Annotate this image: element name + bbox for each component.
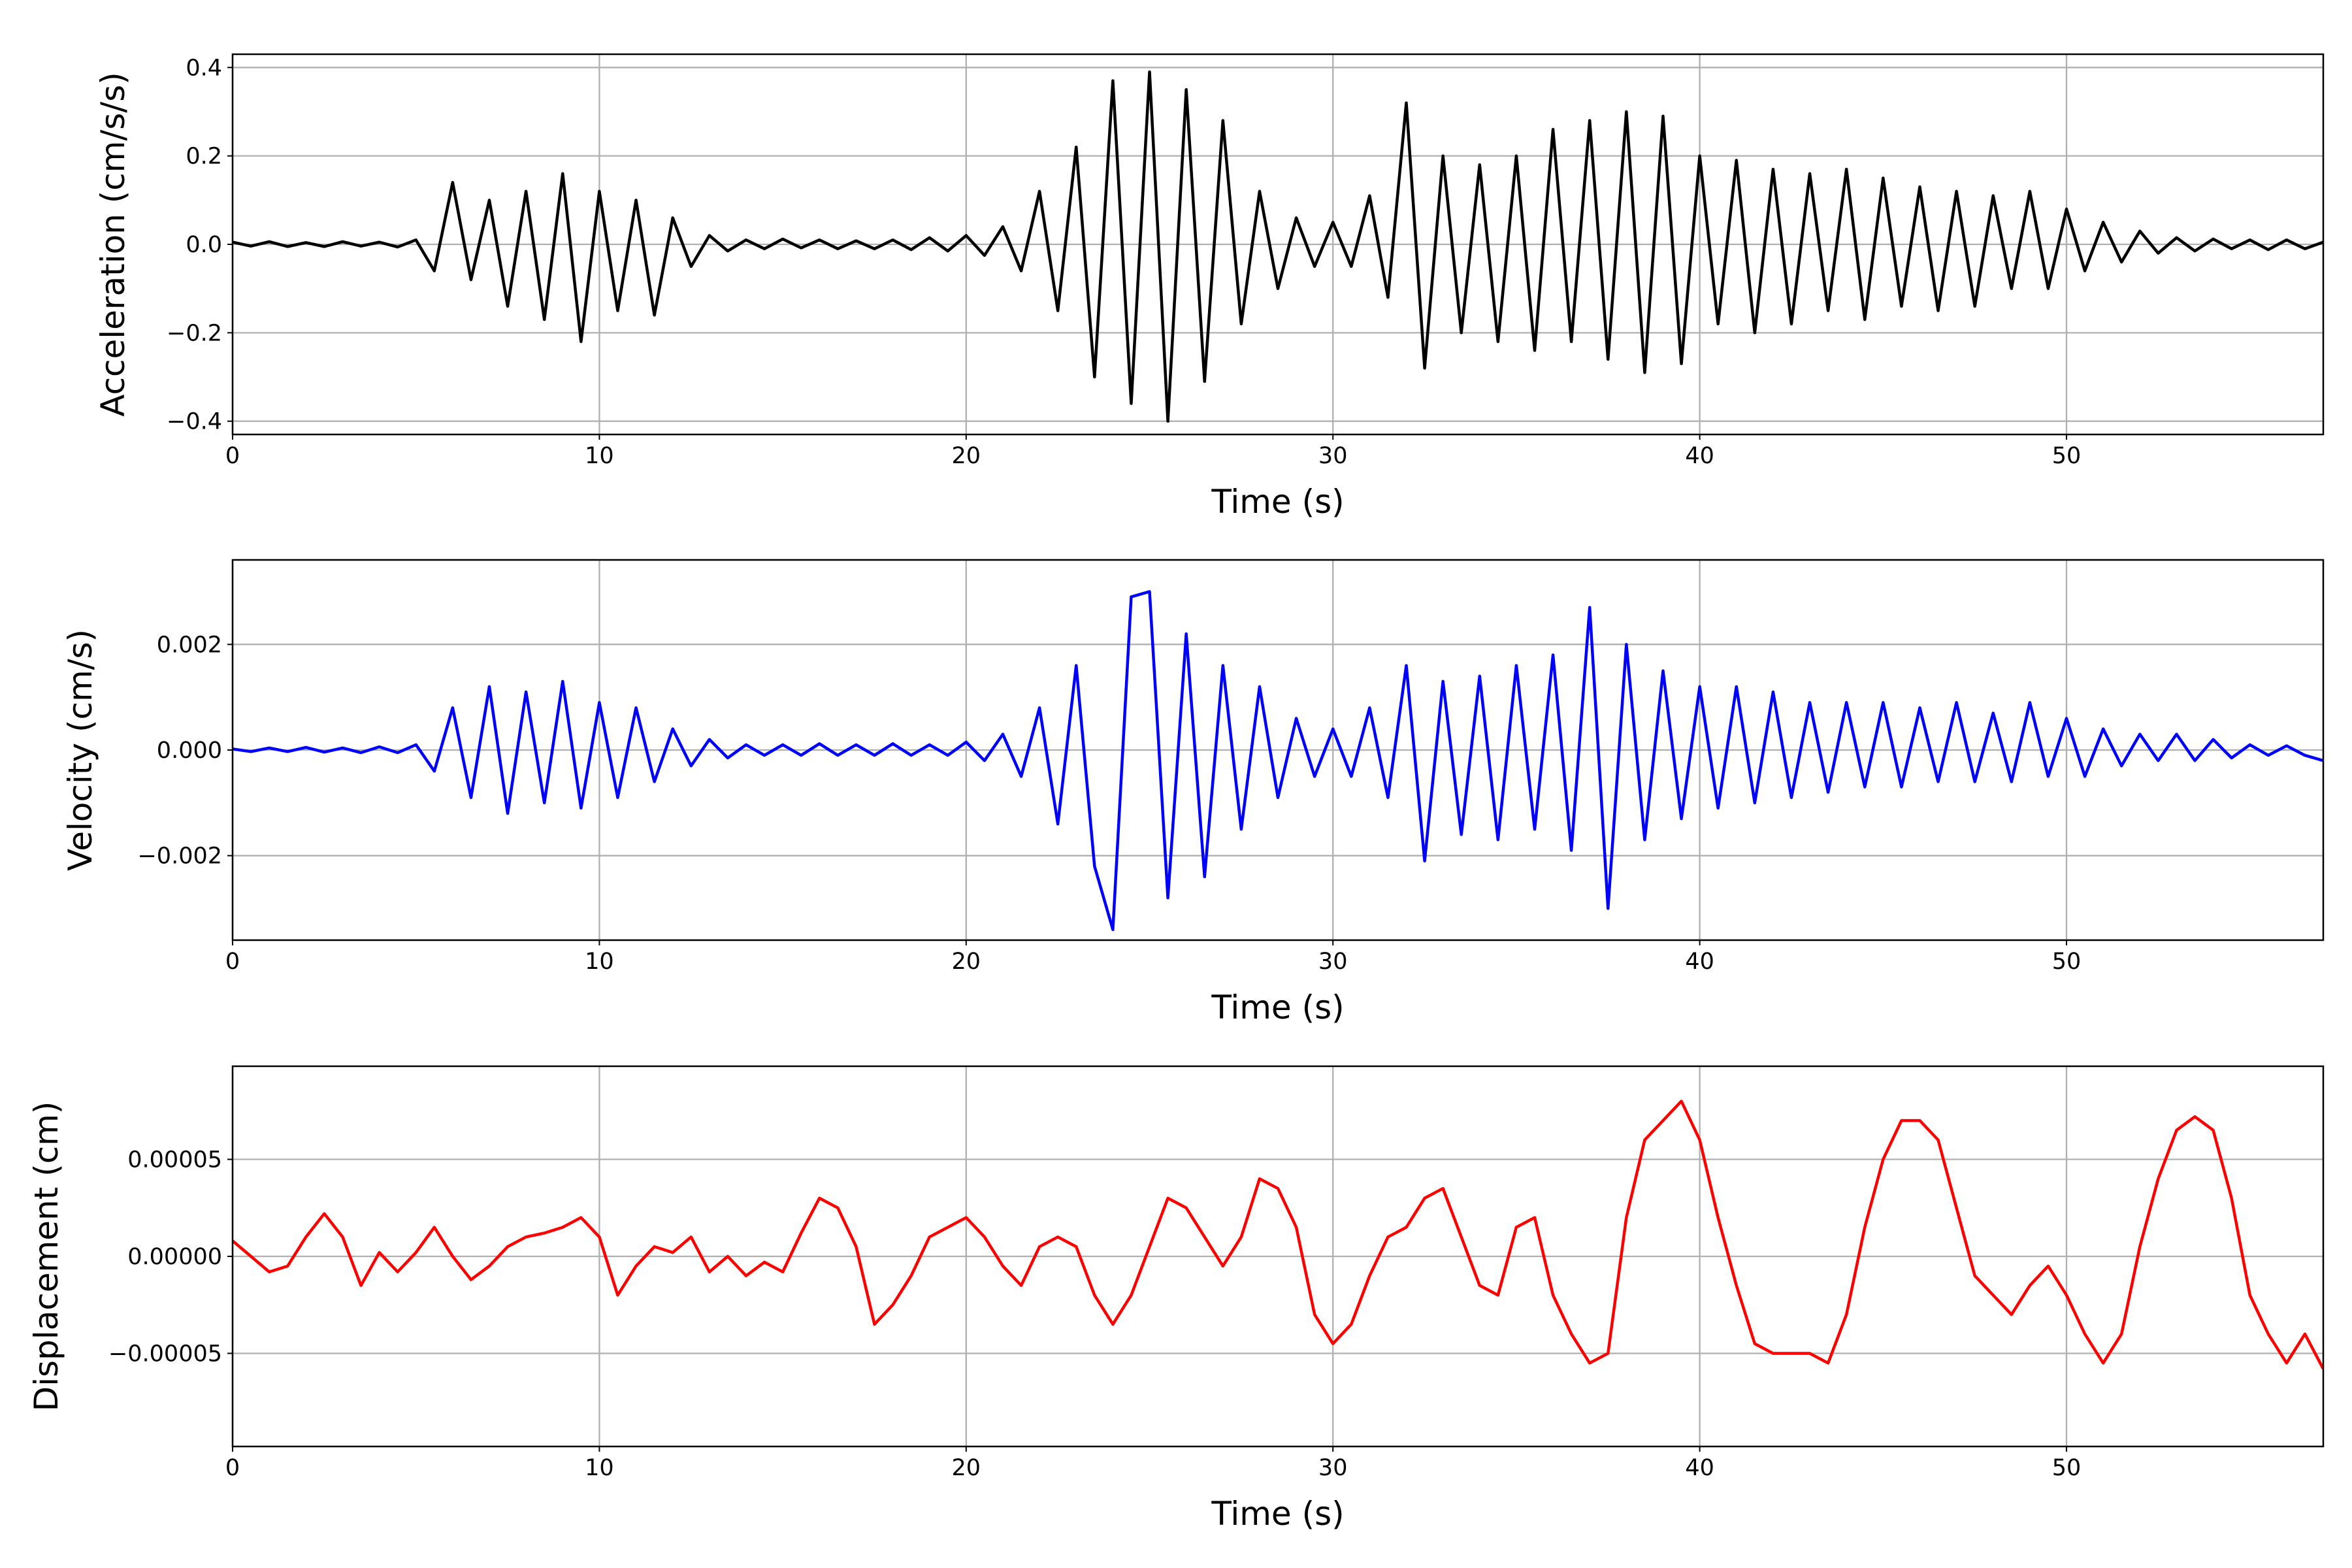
y-tick-label: 0.00005 bbox=[127, 1147, 222, 1173]
x-axis-title: Time (s) bbox=[1211, 988, 1344, 1026]
x-axis-title: Time (s) bbox=[1211, 1495, 1344, 1533]
plot-area bbox=[233, 1100, 2323, 1370]
x-tick-label: 30 bbox=[1318, 1455, 1348, 1481]
x-tick-label: 10 bbox=[585, 949, 614, 975]
data-line bbox=[233, 1100, 2323, 1370]
x-tick-label: 40 bbox=[1685, 949, 1714, 975]
x-tick-label: 30 bbox=[1318, 443, 1348, 469]
y-tick-label: 0.0 bbox=[186, 232, 222, 258]
x-tick-label: 0 bbox=[225, 443, 240, 469]
x-tick-label: 30 bbox=[1318, 949, 1348, 975]
y-tick-label: −0.4 bbox=[167, 409, 222, 435]
x-tick-label: 50 bbox=[2052, 443, 2082, 469]
data-line bbox=[233, 70, 2323, 423]
axes-frame bbox=[231, 53, 2325, 436]
y-tick-label: −0.2 bbox=[167, 320, 222, 346]
y-tick-label: −0.002 bbox=[137, 843, 222, 870]
y-tick-label: 0.4 bbox=[186, 55, 222, 81]
y-axis-title: Acceleration (cm/s/s) bbox=[94, 72, 132, 417]
x-tick-label: 20 bbox=[952, 1455, 981, 1481]
y-tick-label: −0.00005 bbox=[108, 1341, 222, 1367]
y-tick-label: 0.2 bbox=[186, 144, 222, 170]
y-tick-label: 0.000 bbox=[157, 738, 222, 764]
x-tick-label: 20 bbox=[952, 949, 981, 975]
plot-area bbox=[233, 590, 2323, 932]
x-tick-label: 40 bbox=[1685, 1455, 1714, 1481]
x-tick-label: 0 bbox=[225, 1455, 240, 1481]
data-line bbox=[233, 590, 2323, 932]
x-tick-label: 10 bbox=[585, 1455, 614, 1481]
x-tick-label: 0 bbox=[225, 949, 240, 975]
x-tick-label: 20 bbox=[952, 443, 981, 469]
y-tick-label: 0.00000 bbox=[127, 1244, 222, 1270]
x-axis-title: Time (s) bbox=[1211, 483, 1344, 521]
x-tick-label: 50 bbox=[2052, 949, 2082, 975]
axes-frame bbox=[231, 1065, 2325, 1448]
x-tick-label: 50 bbox=[2052, 1455, 2082, 1481]
x-tick-label: 40 bbox=[1685, 443, 1714, 469]
x-tick-label: 10 bbox=[585, 443, 614, 469]
plot-area bbox=[233, 70, 2323, 423]
axes-frame bbox=[231, 559, 2325, 941]
y-tick-label: 0.002 bbox=[157, 632, 222, 658]
y-axis-title: Displacement (cm) bbox=[27, 1102, 65, 1412]
y-axis-title: Velocity (cm/s) bbox=[61, 629, 99, 871]
